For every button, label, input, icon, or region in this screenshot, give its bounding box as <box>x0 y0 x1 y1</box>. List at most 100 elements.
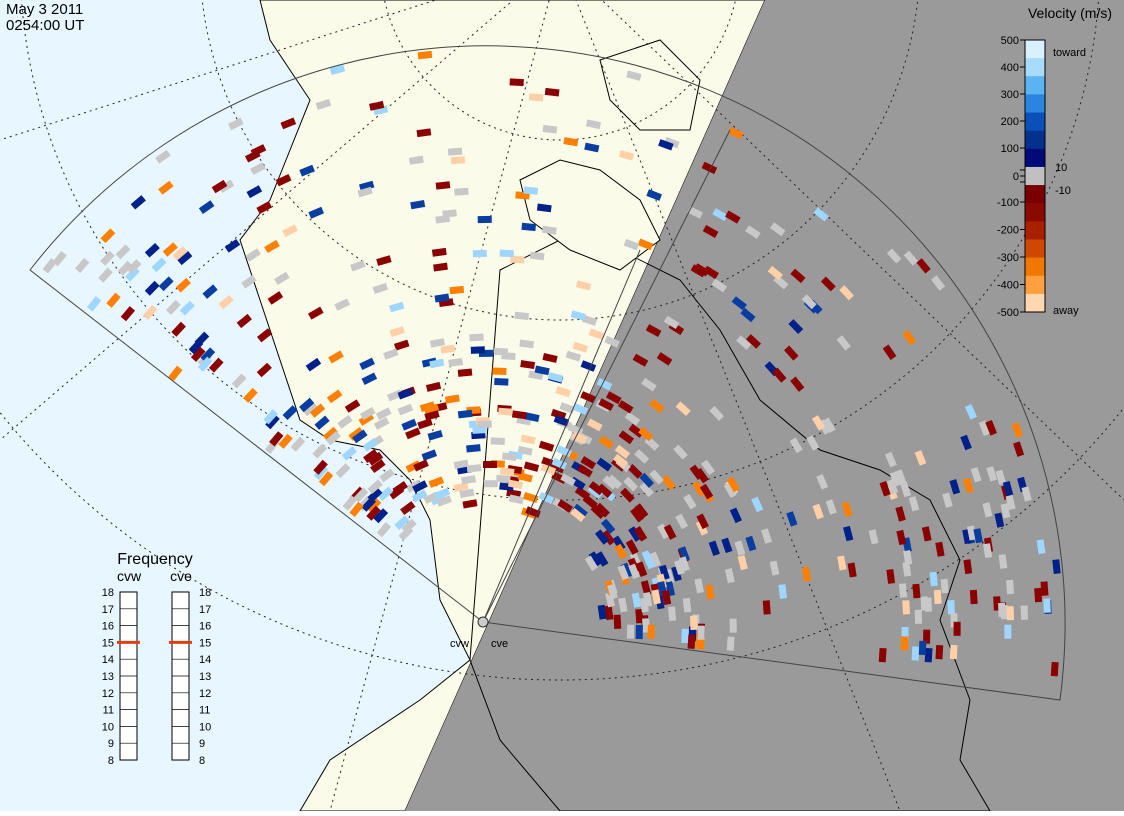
echo-cell <box>642 592 653 608</box>
echo-cell <box>472 249 487 258</box>
echo-cell <box>614 543 628 560</box>
colorbar-segment <box>1025 76 1045 95</box>
echo-cell <box>746 334 762 349</box>
echo-cell <box>597 483 613 499</box>
echo-cell <box>618 597 628 613</box>
frequency-tick-label: 13 <box>199 671 211 683</box>
echo-cell <box>900 481 912 498</box>
echo-cell <box>419 401 436 413</box>
echo-cell <box>847 562 857 578</box>
echo-cell <box>462 499 478 509</box>
echo-cell <box>940 578 949 594</box>
echo-cell <box>790 376 805 392</box>
echo-cell <box>1040 581 1049 596</box>
colorbar-tick-label: -100 <box>997 197 1019 209</box>
echo-cell <box>337 414 353 429</box>
echo-cell <box>389 301 405 313</box>
echo-cell <box>323 426 339 442</box>
echo-cell <box>413 459 429 472</box>
echo-cell <box>596 377 613 391</box>
frequency-tick-label: 8 <box>108 755 114 767</box>
echo-cell <box>607 474 623 490</box>
echo-cell <box>736 335 752 350</box>
frequency-tick-label: 12 <box>102 688 114 700</box>
echo-cell <box>498 407 513 416</box>
frequency-tick-label: 9 <box>108 738 114 750</box>
echo-cell <box>265 414 280 430</box>
echo-cell <box>692 480 706 497</box>
echo-cell <box>244 149 261 163</box>
echo-cell <box>171 321 186 337</box>
echo-cell <box>429 358 445 369</box>
echo-cell <box>586 418 603 432</box>
echo-cell <box>994 512 1005 528</box>
echo-cell <box>342 495 357 511</box>
echo-cell <box>120 306 136 322</box>
echo-cell <box>521 222 537 232</box>
echo-cell <box>269 431 284 447</box>
echo-cell <box>75 257 90 274</box>
echo-cell <box>1034 587 1043 603</box>
echo-cell <box>705 584 715 600</box>
echo-cell <box>392 481 408 495</box>
echo-cell <box>767 265 783 281</box>
echo-cell <box>42 258 57 274</box>
echo-cell <box>389 326 405 338</box>
echo-cell <box>125 266 140 282</box>
colorbar-tick-label: -500 <box>997 307 1019 319</box>
echo-cell <box>690 264 707 278</box>
echo-cell <box>886 569 896 584</box>
echo-cell <box>761 528 773 544</box>
colorbar-tick-label: 200 <box>1001 116 1019 128</box>
echo-cell <box>678 546 690 562</box>
echo-cell <box>731 296 747 311</box>
echo-cell <box>841 501 853 518</box>
echo-cell <box>444 394 460 404</box>
echo-cell <box>529 251 545 261</box>
echo-cell <box>911 646 920 661</box>
echo-cell <box>708 540 720 557</box>
colorbar-segment <box>1025 148 1045 168</box>
echo-cell <box>802 566 812 582</box>
echo-cell <box>394 515 410 530</box>
echo-cell <box>641 550 654 566</box>
echo-cell <box>352 429 368 444</box>
echo-cell <box>510 255 525 264</box>
echo-cell <box>709 406 725 422</box>
echo-cell <box>227 117 244 131</box>
echo-cell <box>434 487 451 500</box>
echo-cell <box>100 250 115 266</box>
echo-cell <box>179 300 195 316</box>
echo-cell <box>499 467 515 476</box>
echo-cell <box>651 589 661 605</box>
echo-cell <box>405 427 421 440</box>
echo-cell <box>658 564 670 581</box>
echo-cell <box>366 497 382 513</box>
echo-cell <box>457 409 473 419</box>
echo-cell <box>960 434 972 451</box>
echo-cell <box>745 535 757 552</box>
echo-cell <box>1050 661 1059 677</box>
echo-cell <box>998 602 1006 618</box>
echo-cell <box>151 257 167 273</box>
echo-cell <box>126 259 142 275</box>
colorbar-tick-label: 500 <box>1001 35 1019 47</box>
echo-cell <box>459 488 475 498</box>
echo-cell <box>477 215 492 224</box>
echo-cell <box>886 248 902 264</box>
colorbar-segment <box>1025 293 1045 313</box>
echo-cell <box>614 444 631 459</box>
echo-cell <box>256 201 273 215</box>
frequency-tick-label: 17 <box>199 604 211 616</box>
echo-cell <box>550 408 567 420</box>
echo-cell <box>786 511 798 527</box>
echo-cell <box>274 271 290 285</box>
echo-cell <box>538 491 555 505</box>
echo-cell <box>436 495 452 507</box>
echo-cell <box>453 482 469 492</box>
echo-cell <box>634 503 649 519</box>
time: 0254:00 UT <box>6 17 84 34</box>
echo-cell <box>737 555 748 571</box>
echo-cell <box>605 391 622 405</box>
echo-cell <box>727 126 744 140</box>
